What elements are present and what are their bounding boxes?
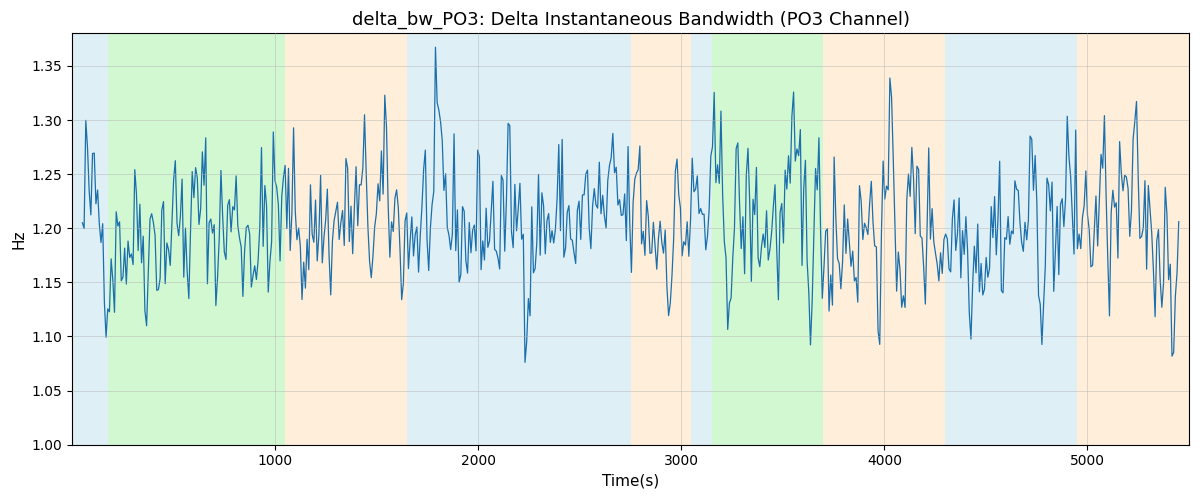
- Bar: [946, 34, 1078, 445]
- Bar: [630, 34, 691, 445]
- Bar: [286, 34, 407, 445]
- Title: delta_bw_PO3: Delta Instantaneous Bandwidth (PO3 Channel): delta_bw_PO3: Delta Instantaneous Bandwi…: [352, 11, 910, 30]
- Bar: [712, 34, 823, 445]
- X-axis label: Time(s): Time(s): [602, 474, 659, 489]
- Bar: [823, 34, 946, 445]
- Bar: [1078, 34, 1189, 445]
- Bar: [108, 34, 286, 445]
- Bar: [691, 34, 712, 445]
- Y-axis label: Hz: Hz: [11, 230, 26, 249]
- Bar: [407, 34, 630, 445]
- Bar: [72, 34, 108, 445]
